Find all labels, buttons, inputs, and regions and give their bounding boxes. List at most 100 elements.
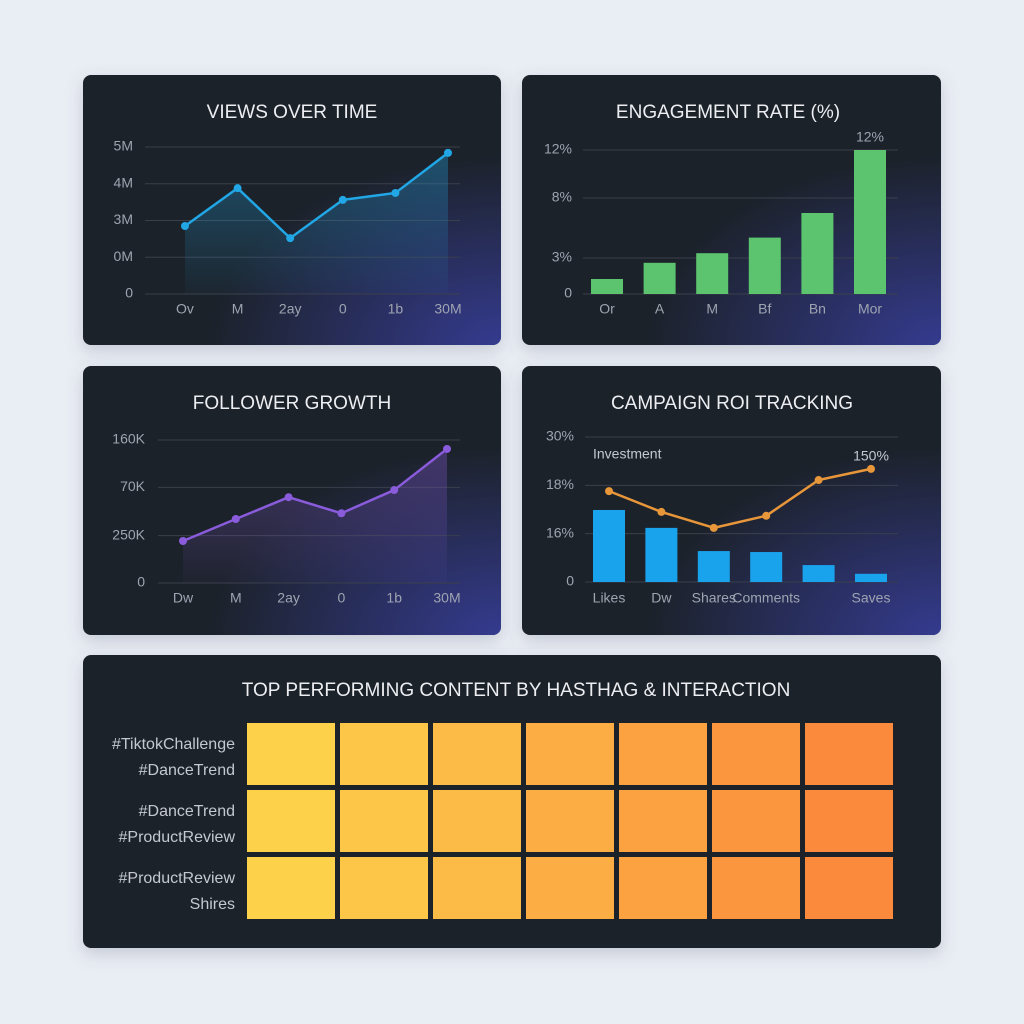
- y-tick-label: 4M: [114, 174, 133, 190]
- row-label: #DanceTrend: [139, 803, 235, 820]
- panel-glow: [522, 75, 941, 345]
- heat-cell: [340, 857, 428, 919]
- point: [233, 184, 242, 193]
- row-label: #ProductReview: [119, 829, 236, 846]
- area: [185, 152, 448, 294]
- x-tick-label: 2ay: [279, 301, 302, 317]
- x-tick-label: A: [655, 301, 665, 317]
- bar: [591, 279, 623, 294]
- area: [183, 448, 447, 583]
- y-tick-label: 30%: [546, 428, 574, 444]
- point: [181, 222, 189, 231]
- x-tick-label: M: [706, 301, 718, 317]
- row-label: #ProductReview: [119, 870, 236, 887]
- x-tick-label: M: [230, 590, 242, 606]
- row-label: Shires: [190, 896, 235, 913]
- heat-cell: [805, 857, 893, 919]
- x-tick-label: Likes: [593, 590, 626, 606]
- bar: [696, 253, 729, 294]
- chart-title: ENGAGEMENT RATE (%): [616, 102, 840, 123]
- point: [337, 509, 346, 518]
- line: [182, 447, 448, 543]
- bar: [802, 565, 835, 582]
- point: [443, 444, 451, 453]
- bar: [643, 262, 676, 294]
- bar: [854, 150, 886, 294]
- legend-label: Investment: [593, 446, 662, 462]
- chart-title: FOLLOWER GROWTH: [193, 393, 391, 414]
- x-tick-label: Ov: [176, 301, 194, 317]
- point: [762, 511, 771, 520]
- y-tick-label: 0M: [114, 248, 133, 264]
- panel-glow: [522, 366, 941, 635]
- heat-cell: [526, 790, 614, 852]
- heat-cell: [247, 790, 335, 852]
- x-tick-label: 1b: [386, 590, 402, 606]
- point: [657, 507, 666, 516]
- bar: [645, 527, 678, 582]
- data-label: 12%: [856, 129, 884, 145]
- point: [179, 536, 187, 545]
- x-tick-label: M: [232, 301, 244, 317]
- line: [184, 151, 449, 240]
- point: [284, 493, 293, 502]
- heat-cell: [712, 857, 800, 919]
- row-label: #DanceTrend: [139, 762, 235, 779]
- y-tick-label: 3%: [552, 249, 572, 265]
- annotation: 150%: [853, 448, 889, 464]
- y-tick-label: 0: [564, 285, 572, 301]
- heat-cell: [805, 723, 893, 785]
- x-tick-label: Saves: [852, 590, 891, 606]
- x-tick-label: Mor: [858, 301, 882, 317]
- point: [338, 195, 347, 204]
- y-tick-label: 70K: [120, 478, 146, 494]
- heat-cell: [805, 790, 893, 852]
- bar: [593, 509, 625, 582]
- y-tick-label: 3M: [114, 211, 133, 227]
- bar: [801, 213, 834, 294]
- heat-cell: [712, 723, 800, 785]
- y-tick-label: 0: [125, 285, 133, 301]
- x-tick-label: Dw: [651, 590, 672, 606]
- y-tick-label: 8%: [552, 189, 572, 205]
- bar: [748, 237, 781, 294]
- chart-title: CAMPAIGN ROI TRACKING: [611, 393, 853, 414]
- heat-cell: [247, 857, 335, 919]
- x-tick-label: 30M: [434, 301, 461, 317]
- y-tick-label: 0: [137, 574, 145, 590]
- heat-cell: [340, 790, 428, 852]
- point: [390, 486, 399, 495]
- heat-cell: [526, 723, 614, 785]
- point: [605, 487, 613, 496]
- chart-title: VIEWS OVER TIME: [207, 102, 378, 123]
- heat-cell: [526, 857, 614, 919]
- heat-cell: [619, 790, 707, 852]
- heat-cell: [433, 857, 521, 919]
- line: [608, 467, 872, 530]
- y-tick-label: 250K: [112, 526, 145, 542]
- chart-title: TOP PERFORMING CONTENT BY HASTHAG & INTE…: [242, 680, 791, 701]
- point: [709, 523, 718, 532]
- bar: [855, 573, 887, 582]
- x-tick-label: 30M: [433, 590, 460, 606]
- heat-cell: [433, 723, 521, 785]
- heat-cell: [619, 723, 707, 785]
- point: [286, 234, 295, 243]
- point: [391, 188, 400, 197]
- x-tick-label: Shares: [692, 590, 736, 606]
- heat-cell: [247, 723, 335, 785]
- x-tick-label: 1b: [388, 301, 404, 317]
- point: [814, 476, 823, 485]
- point: [231, 515, 240, 524]
- bar: [697, 551, 730, 582]
- heat-cell: [712, 790, 800, 852]
- point: [867, 464, 875, 473]
- y-tick-label: 0: [566, 573, 574, 589]
- heat-cell: [433, 790, 521, 852]
- x-tick-label: Comments: [732, 590, 800, 606]
- y-tick-label: 12%: [544, 141, 572, 157]
- row-label: #TiktokChallenge: [112, 736, 235, 753]
- y-tick-label: 160K: [112, 431, 145, 447]
